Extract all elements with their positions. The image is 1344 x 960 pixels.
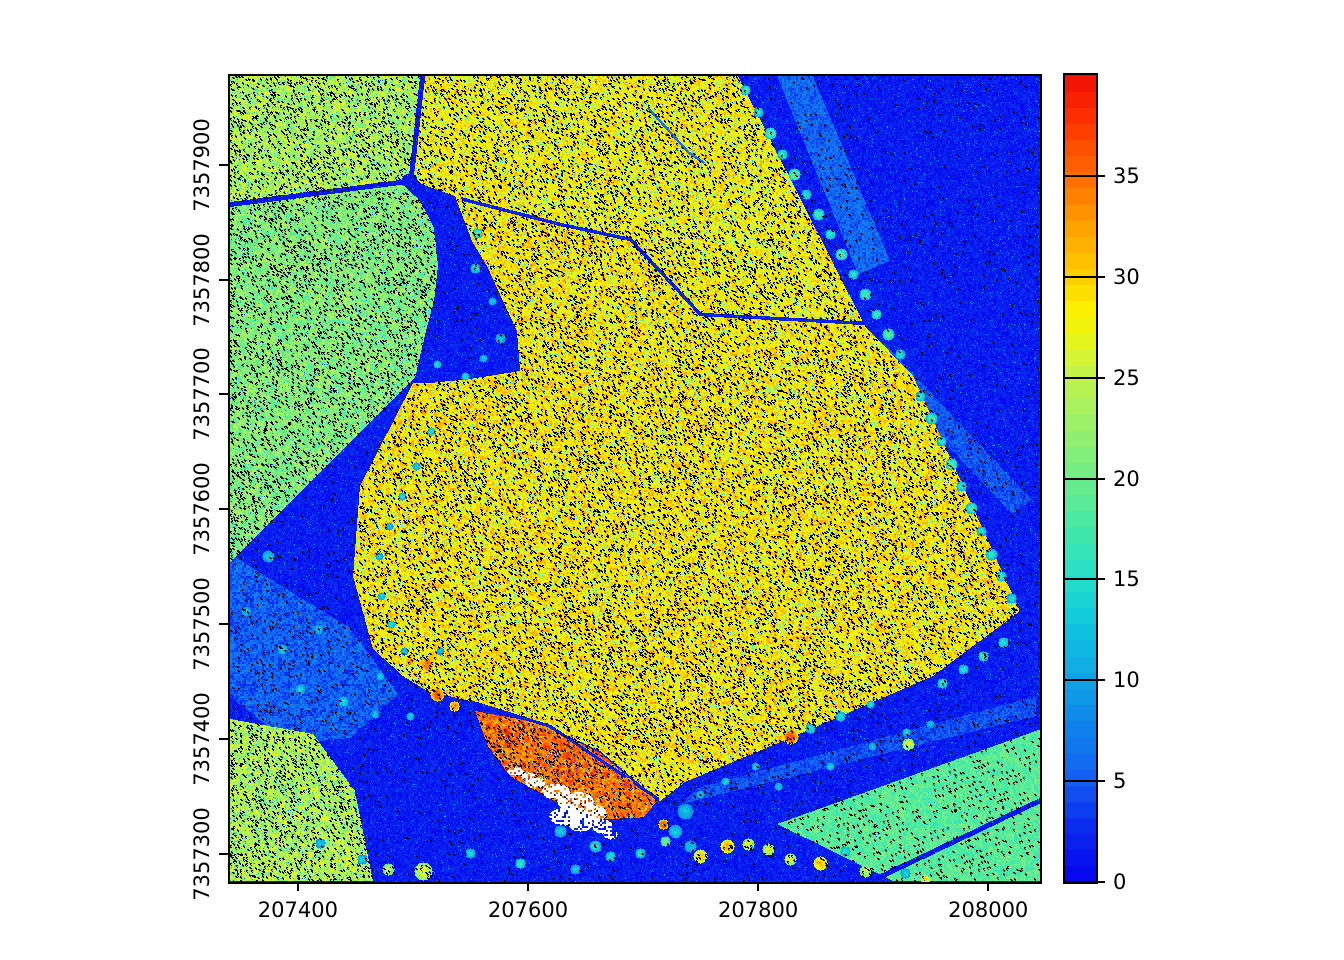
x-axis-tick-label: 208000 <box>948 898 1029 922</box>
y-axis-tick-label: 7357400 <box>190 692 214 787</box>
y-axis-tick <box>219 278 228 281</box>
x-axis-tick <box>757 882 760 891</box>
legend-tick <box>1065 881 1105 883</box>
y-axis-tick-label: 7357900 <box>190 117 214 212</box>
chm-raster-canvas <box>230 76 1040 882</box>
legend-tick-label: 25 <box>1113 365 1140 390</box>
y-axis-tick <box>219 623 228 626</box>
legend-tick <box>1065 477 1105 480</box>
y-axis-tick <box>219 853 228 856</box>
y-axis-tick-label: 7357300 <box>190 807 214 902</box>
y-axis-tick-label: 7357700 <box>190 347 214 442</box>
y-axis-tick-label: 7357600 <box>190 462 214 557</box>
y-axis-tick-label: 7357800 <box>190 232 214 327</box>
legend-tick-label: 30 <box>1113 264 1140 289</box>
legend-tick <box>1065 780 1105 783</box>
legend-tick <box>1065 376 1105 379</box>
y-axis-tick <box>219 508 228 511</box>
legend-tick <box>1065 578 1105 581</box>
legend-tick-label: 20 <box>1113 466 1140 491</box>
legend-tick-label: 35 <box>1113 163 1140 188</box>
legend-tick-label: 0 <box>1113 870 1127 894</box>
x-axis-tick-label: 207600 <box>487 898 569 922</box>
y-axis-tick <box>219 738 228 741</box>
legend-tick <box>1065 679 1105 682</box>
legend-tick-label: 15 <box>1113 567 1140 592</box>
y-axis-tick <box>219 163 228 166</box>
x-axis-tick-label: 207400 <box>257 898 338 922</box>
y-axis-tick <box>219 393 228 396</box>
legend-tick-label: 10 <box>1113 668 1140 693</box>
legend-tick <box>1065 174 1105 177</box>
legend-tick-label: 5 <box>1113 769 1127 794</box>
x-axis-tick-label: 207800 <box>718 898 799 922</box>
x-axis-tick <box>296 882 299 891</box>
legend-tick <box>1065 275 1105 278</box>
x-axis-tick <box>987 882 990 891</box>
x-axis-tick <box>526 882 529 891</box>
y-axis-tick-label: 7357500 <box>190 577 214 672</box>
